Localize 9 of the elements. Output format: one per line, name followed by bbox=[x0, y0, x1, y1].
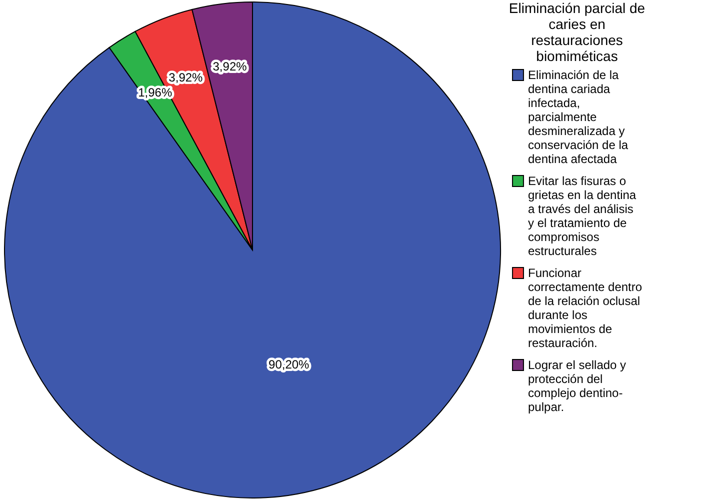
legend-label: Lograr el sellado y protección del complejo dentino-pulpar. bbox=[528, 358, 626, 414]
legend-title: Eliminación parcial de caries en restauraciones biomiméticas bbox=[508, 0, 646, 64]
legend-label: Evitar las fisuras o grietas en la dentina a través del análisis y el tratamiento de compromisos estructurales bbox=[528, 174, 636, 258]
legend-label: Funcionar correctamente dentro de la relación oclusal durante los movimientos de restauración. bbox=[528, 266, 642, 350]
data-label: 3,92% bbox=[168, 70, 204, 84]
data-label: 3,92% bbox=[212, 59, 248, 74]
legend-label: Eliminación de la dentina cariada infectada, parcialmente desmineralizada y conservación de la dentina afectada bbox=[528, 68, 628, 166]
pie-slice bbox=[4, 2, 501, 498]
data-label: 90,20% bbox=[268, 357, 310, 372]
